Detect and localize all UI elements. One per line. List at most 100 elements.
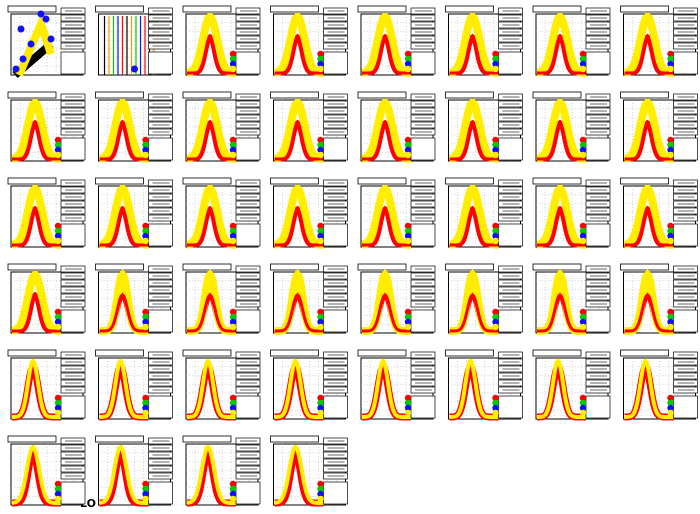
title-box [445,91,494,99]
legend-marker [579,409,587,417]
legend-box [498,137,523,161]
legend-marker [579,50,587,58]
legend-box [410,309,436,333]
legend-box [673,309,698,333]
yellow-peak [362,358,411,419]
yellow-peak [449,184,499,249]
legend-marker [142,490,149,498]
panel [95,435,173,507]
title-box [357,263,407,271]
marker [47,35,55,43]
legend-marker [317,146,324,154]
title-box [532,349,582,357]
legend-marker [54,404,62,412]
panel [270,177,348,249]
legend-marker [229,313,237,321]
legend-marker [54,146,62,154]
marker [17,25,25,33]
legend-box [235,395,261,419]
legend-marker [317,50,324,58]
legend-marker [54,151,62,159]
title-box [270,435,319,443]
legend-marker [317,323,324,331]
legend-marker [317,404,324,412]
legend-marker [229,394,237,402]
red-peak [99,206,149,247]
title-box [532,177,582,185]
legend-marker [579,146,587,154]
legend-marker [492,146,499,154]
yellow-peak [186,184,236,249]
red-peak [274,120,324,161]
legend-marker [229,485,237,493]
legend-box [498,309,523,333]
yellow-peak [186,444,236,505]
legend-marker [667,237,674,245]
legend-marker [229,136,237,144]
panel [270,263,348,335]
legend-marker [142,399,149,407]
panel [620,5,698,77]
legend-marker [667,222,674,230]
legend-box [498,395,523,419]
legend-marker [142,318,149,326]
legend-marker [404,222,412,230]
legend-marker [229,480,237,488]
legend-marker [667,409,674,417]
legend-marker [229,490,237,498]
legend-marker [229,50,237,58]
legend-marker [317,485,324,493]
legend-marker [492,55,499,63]
red-peak [362,120,411,161]
legend-box [410,51,436,75]
legend-marker [667,65,674,73]
legend-marker [579,237,587,245]
panel [270,91,348,163]
legend-marker [317,409,324,417]
legend-marker [404,136,412,144]
yellow-peak [536,12,586,77]
legend-marker [404,409,412,417]
yellow-peak [624,358,674,419]
title-box [620,5,669,13]
marker [27,40,35,48]
yellow-peak [274,358,324,419]
legend-marker [492,50,499,58]
yellow-peak [449,98,499,163]
title-box [95,263,144,271]
title-box [182,263,232,271]
red-peak [537,293,586,333]
legend-marker [404,232,412,240]
legend-marker [142,495,149,503]
title-box [620,263,669,271]
legend-marker [667,323,674,331]
red-peak [12,120,61,161]
legend-box [585,395,611,419]
legend-box [323,137,348,161]
legend-marker [317,394,324,402]
legend-marker [142,394,149,402]
title-box [357,349,407,357]
yellow-peak [361,12,411,77]
marker [37,10,45,18]
legend-marker [142,323,149,331]
legend-marker [667,151,674,159]
legend-marker [54,141,62,149]
title-box [620,349,669,357]
legend-marker [404,65,412,73]
legend-marker [404,146,412,154]
legend-marker [317,495,324,503]
legend-marker [667,55,674,63]
legend-marker [317,399,324,407]
legend-box [235,223,261,247]
legend-marker [492,151,499,159]
legend-box [60,223,86,247]
red-peak [449,34,499,75]
legend-marker [492,232,499,240]
legend-marker [142,146,149,154]
yellow-peak [11,270,61,335]
red-peak [187,120,236,161]
legend-marker [404,308,412,316]
legend-marker [492,323,499,331]
red-peak [537,120,586,161]
